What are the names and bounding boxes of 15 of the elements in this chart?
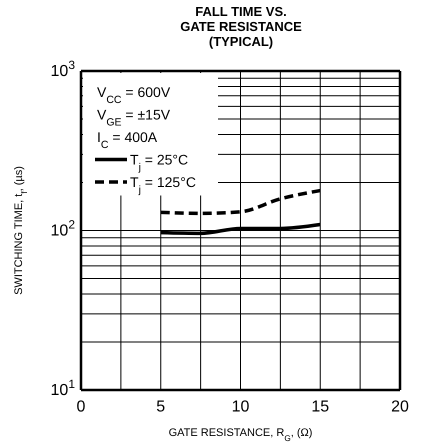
annotation: V$_{CC}$ = 600V bbox=[97, 84, 171, 106]
x-axis-title: GATE RESISTANCE, R$_{G}$, (Ω) bbox=[168, 427, 312, 442]
x-tick-label: 15 bbox=[311, 398, 330, 416]
legend-label: T$_{j}$ = 25°C bbox=[130, 152, 188, 174]
x-tick-label: 20 bbox=[391, 398, 409, 416]
x-tick-label: 0 bbox=[76, 398, 86, 416]
chart-title: FALL TIME VS. GATE RESISTANCE (TYPICAL) bbox=[180, 4, 302, 49]
legend-label: T$_{j}$ = 125°C bbox=[130, 174, 196, 196]
x-tick-label: 10 bbox=[232, 398, 250, 416]
annotation: I$_{C}$ = 400A bbox=[97, 129, 158, 151]
annotation: V$_{GE}$ = ±15V bbox=[97, 106, 171, 128]
x-tick-label: 5 bbox=[156, 398, 166, 416]
y-tick-label: 10$^{1}$ bbox=[50, 377, 76, 400]
y-tick-label: 10$^{3}$ bbox=[50, 58, 76, 80]
y-tick-label: 10$^{2}$ bbox=[50, 218, 76, 240]
